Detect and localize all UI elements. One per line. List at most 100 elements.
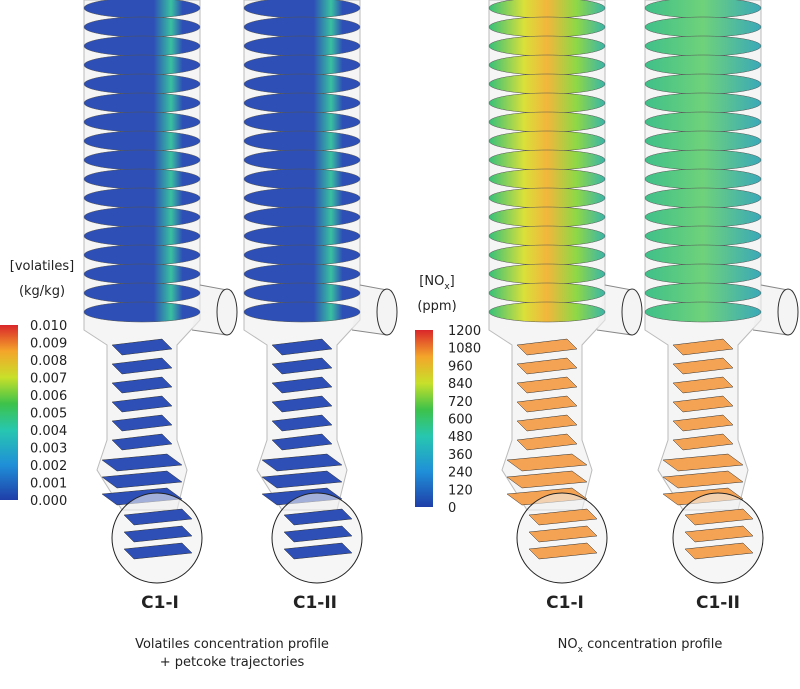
slice xyxy=(83,73,201,95)
slice xyxy=(83,92,201,114)
plate xyxy=(672,338,734,356)
pipe-end xyxy=(621,288,643,336)
case-label: C1-II xyxy=(696,593,740,613)
plate xyxy=(283,542,353,560)
case-label: C1-I xyxy=(546,593,584,613)
plate xyxy=(111,414,173,432)
legend-title: [NOx] xyxy=(419,274,454,292)
plate xyxy=(283,525,353,543)
plate xyxy=(672,357,734,375)
slice xyxy=(83,206,201,228)
slice xyxy=(243,111,361,133)
plate xyxy=(271,433,333,451)
slice xyxy=(83,168,201,190)
legend-unit: (kg/kg) xyxy=(19,284,65,299)
slice xyxy=(488,206,606,228)
slice xyxy=(243,301,361,323)
colorbar xyxy=(415,330,433,507)
slice xyxy=(644,187,762,209)
slice xyxy=(488,301,606,323)
plate xyxy=(111,338,173,356)
slice xyxy=(243,187,361,209)
slice xyxy=(644,225,762,247)
legend-tick: 120 xyxy=(448,483,473,498)
slice xyxy=(83,263,201,285)
legend-tick: 0.007 xyxy=(30,372,67,387)
slice xyxy=(243,54,361,76)
slice xyxy=(243,130,361,152)
slice xyxy=(243,206,361,228)
text-part: ] xyxy=(450,274,455,289)
plate xyxy=(123,525,193,543)
legend-tick: 240 xyxy=(448,466,473,481)
legend-tick: 0.010 xyxy=(30,319,67,334)
slice xyxy=(644,92,762,114)
plate xyxy=(516,433,578,451)
legend-unit: (ppm) xyxy=(417,299,456,314)
slice xyxy=(488,73,606,95)
legend-tick: 0 xyxy=(448,501,456,516)
slice xyxy=(243,282,361,304)
slice xyxy=(644,111,762,133)
slice xyxy=(644,0,762,19)
legend-tick: 0.004 xyxy=(30,424,67,439)
text-part: concentration profile xyxy=(583,637,722,652)
text-sub: x xyxy=(578,645,584,655)
case-label: C1-II xyxy=(293,593,337,613)
slice xyxy=(488,149,606,171)
slice xyxy=(83,111,201,133)
slice xyxy=(644,35,762,57)
slice xyxy=(83,301,201,323)
pipe-end xyxy=(376,288,398,336)
slice xyxy=(83,54,201,76)
text-sub: x xyxy=(444,282,450,292)
plate xyxy=(506,453,588,472)
plate xyxy=(516,357,578,375)
caption: Volatiles concentration profile xyxy=(135,637,329,652)
slice xyxy=(644,54,762,76)
slice xyxy=(488,0,606,19)
legend-tick: 0.000 xyxy=(30,494,67,509)
slice xyxy=(644,244,762,266)
plate xyxy=(516,338,578,356)
legend-tick: 0.008 xyxy=(30,354,67,369)
plate xyxy=(528,525,598,543)
slice xyxy=(243,92,361,114)
colorbar xyxy=(0,325,18,500)
slice xyxy=(488,92,606,114)
case-label: C1-I xyxy=(141,593,179,613)
plate xyxy=(271,414,333,432)
plate xyxy=(111,395,173,413)
slice xyxy=(243,73,361,95)
reactor xyxy=(644,0,799,584)
plate xyxy=(123,508,193,526)
plate xyxy=(111,376,173,394)
legend-tick: 0.009 xyxy=(30,337,67,352)
pipe-end xyxy=(777,288,799,336)
legend-tick: 360 xyxy=(448,448,473,463)
slice xyxy=(243,149,361,171)
legend-tick: 960 xyxy=(448,359,473,374)
legend-tick: 0.003 xyxy=(30,442,67,457)
slice xyxy=(644,130,762,152)
slice xyxy=(83,130,201,152)
plate xyxy=(271,357,333,375)
slice xyxy=(83,225,201,247)
plate xyxy=(271,376,333,394)
renderings xyxy=(83,0,799,584)
text-part: [NO xyxy=(419,274,444,289)
slice xyxy=(488,111,606,133)
slice xyxy=(644,16,762,38)
plate xyxy=(528,508,598,526)
slice xyxy=(488,282,606,304)
reactor xyxy=(243,0,398,584)
legend-tick: 600 xyxy=(448,413,473,428)
slice xyxy=(243,225,361,247)
plate xyxy=(111,357,173,375)
slice xyxy=(488,168,606,190)
plate xyxy=(111,433,173,451)
plate xyxy=(261,453,343,472)
caption: + petcoke trajectories xyxy=(160,655,305,670)
slice xyxy=(644,168,762,190)
